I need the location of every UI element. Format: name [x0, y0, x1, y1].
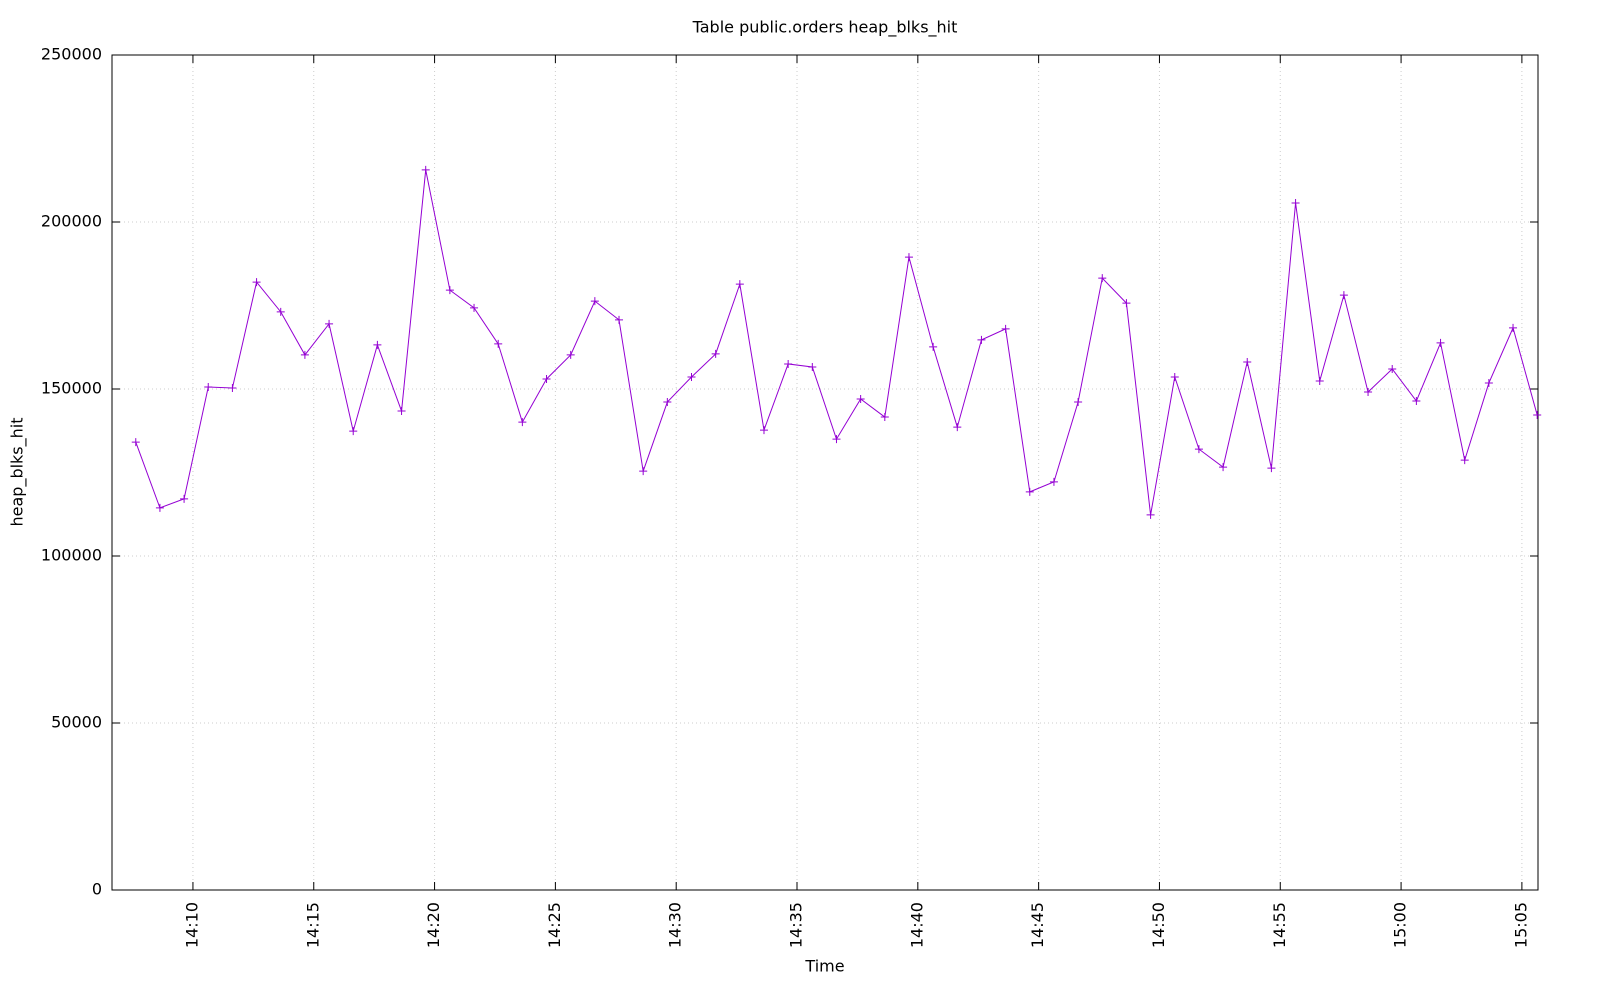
data-point: [759, 426, 768, 435]
x-tick-label: 14:20: [424, 902, 443, 948]
data-point: [252, 278, 261, 287]
data-point: [1412, 397, 1421, 406]
data-point: [1460, 456, 1469, 465]
data-point: [1436, 338, 1445, 347]
data-point: [687, 372, 696, 381]
data-point: [1074, 398, 1083, 407]
data-point: [421, 165, 430, 174]
data-point: [349, 427, 358, 436]
y-tick-label: 200000: [41, 212, 102, 231]
chart-title: Table public.orders heap_blks_hit: [692, 18, 958, 38]
data-point: [1001, 324, 1010, 333]
data-point: [228, 383, 237, 392]
x-tick-label: 14:30: [666, 902, 685, 948]
data-point: [325, 319, 334, 328]
x-tick-label: 14:35: [787, 902, 806, 948]
data-point: [155, 503, 164, 512]
data-point: [1509, 323, 1518, 332]
data-point: [1170, 372, 1179, 381]
x-tick-label: 15:05: [1511, 902, 1530, 948]
plot-frame: [111, 54, 1539, 891]
x-tick-label: 14:15: [303, 902, 322, 948]
y-tick-label: 50000: [51, 713, 102, 732]
data-point: [1533, 411, 1542, 420]
x-axis-label: Time: [804, 957, 844, 976]
data-point: [1098, 274, 1107, 283]
data-point: [953, 423, 962, 432]
x-tick-label: 15:00: [1391, 902, 1410, 948]
data-point: [663, 398, 672, 407]
data-point: [615, 315, 624, 324]
y-axis-label: heap_blks_hit: [8, 417, 28, 526]
x-tick-label: 14:50: [1149, 902, 1168, 948]
data-point: [1243, 357, 1252, 366]
data-point: [131, 438, 140, 447]
data-point: [929, 342, 938, 351]
data-point: [397, 407, 406, 416]
y-tick-label: 250000: [41, 45, 102, 64]
x-tick-label: 14:25: [545, 902, 564, 948]
data-point: [1364, 388, 1373, 397]
x-tick-label: 14:40: [907, 902, 926, 948]
data-point: [1049, 477, 1058, 486]
data-point: [711, 349, 720, 358]
y-tick-label: 100000: [41, 546, 102, 565]
data-point: [1388, 364, 1397, 373]
data-point: [204, 382, 213, 391]
data-point: [566, 350, 575, 359]
x-tick-label: 14:45: [1028, 902, 1047, 948]
data-point: [1219, 463, 1228, 472]
y-tick-label: 150000: [41, 379, 102, 398]
data-point: [542, 374, 551, 383]
data-point: [735, 280, 744, 289]
data-point: [1339, 291, 1348, 300]
data-point: [590, 297, 599, 306]
data-point: [1122, 299, 1131, 308]
data-point: [808, 362, 817, 371]
data-point: [856, 395, 865, 404]
data-point: [445, 286, 454, 295]
data-point: [1267, 464, 1276, 473]
data-point: [180, 494, 189, 503]
data-point: [904, 253, 913, 262]
data-point: [1194, 445, 1203, 454]
data-point: [373, 340, 382, 349]
data-point: [977, 335, 986, 344]
data-point: [784, 359, 793, 368]
x-tick-label: 14:55: [1270, 902, 1289, 948]
data-point: [639, 467, 648, 476]
data-point: [518, 418, 527, 427]
data-point: [832, 435, 841, 444]
data-point: [300, 350, 309, 359]
data-point: [1315, 376, 1324, 385]
data-point: [880, 413, 889, 422]
data-point: [1291, 198, 1300, 207]
y-tick-label: 0: [92, 880, 102, 899]
data-point: [1146, 510, 1155, 519]
data-point: [470, 303, 479, 312]
data-point: [1484, 378, 1493, 387]
data-point: [494, 339, 503, 348]
data-point: [1025, 487, 1034, 496]
data-point: [276, 307, 285, 316]
x-tick-label: 14:10: [182, 902, 201, 948]
